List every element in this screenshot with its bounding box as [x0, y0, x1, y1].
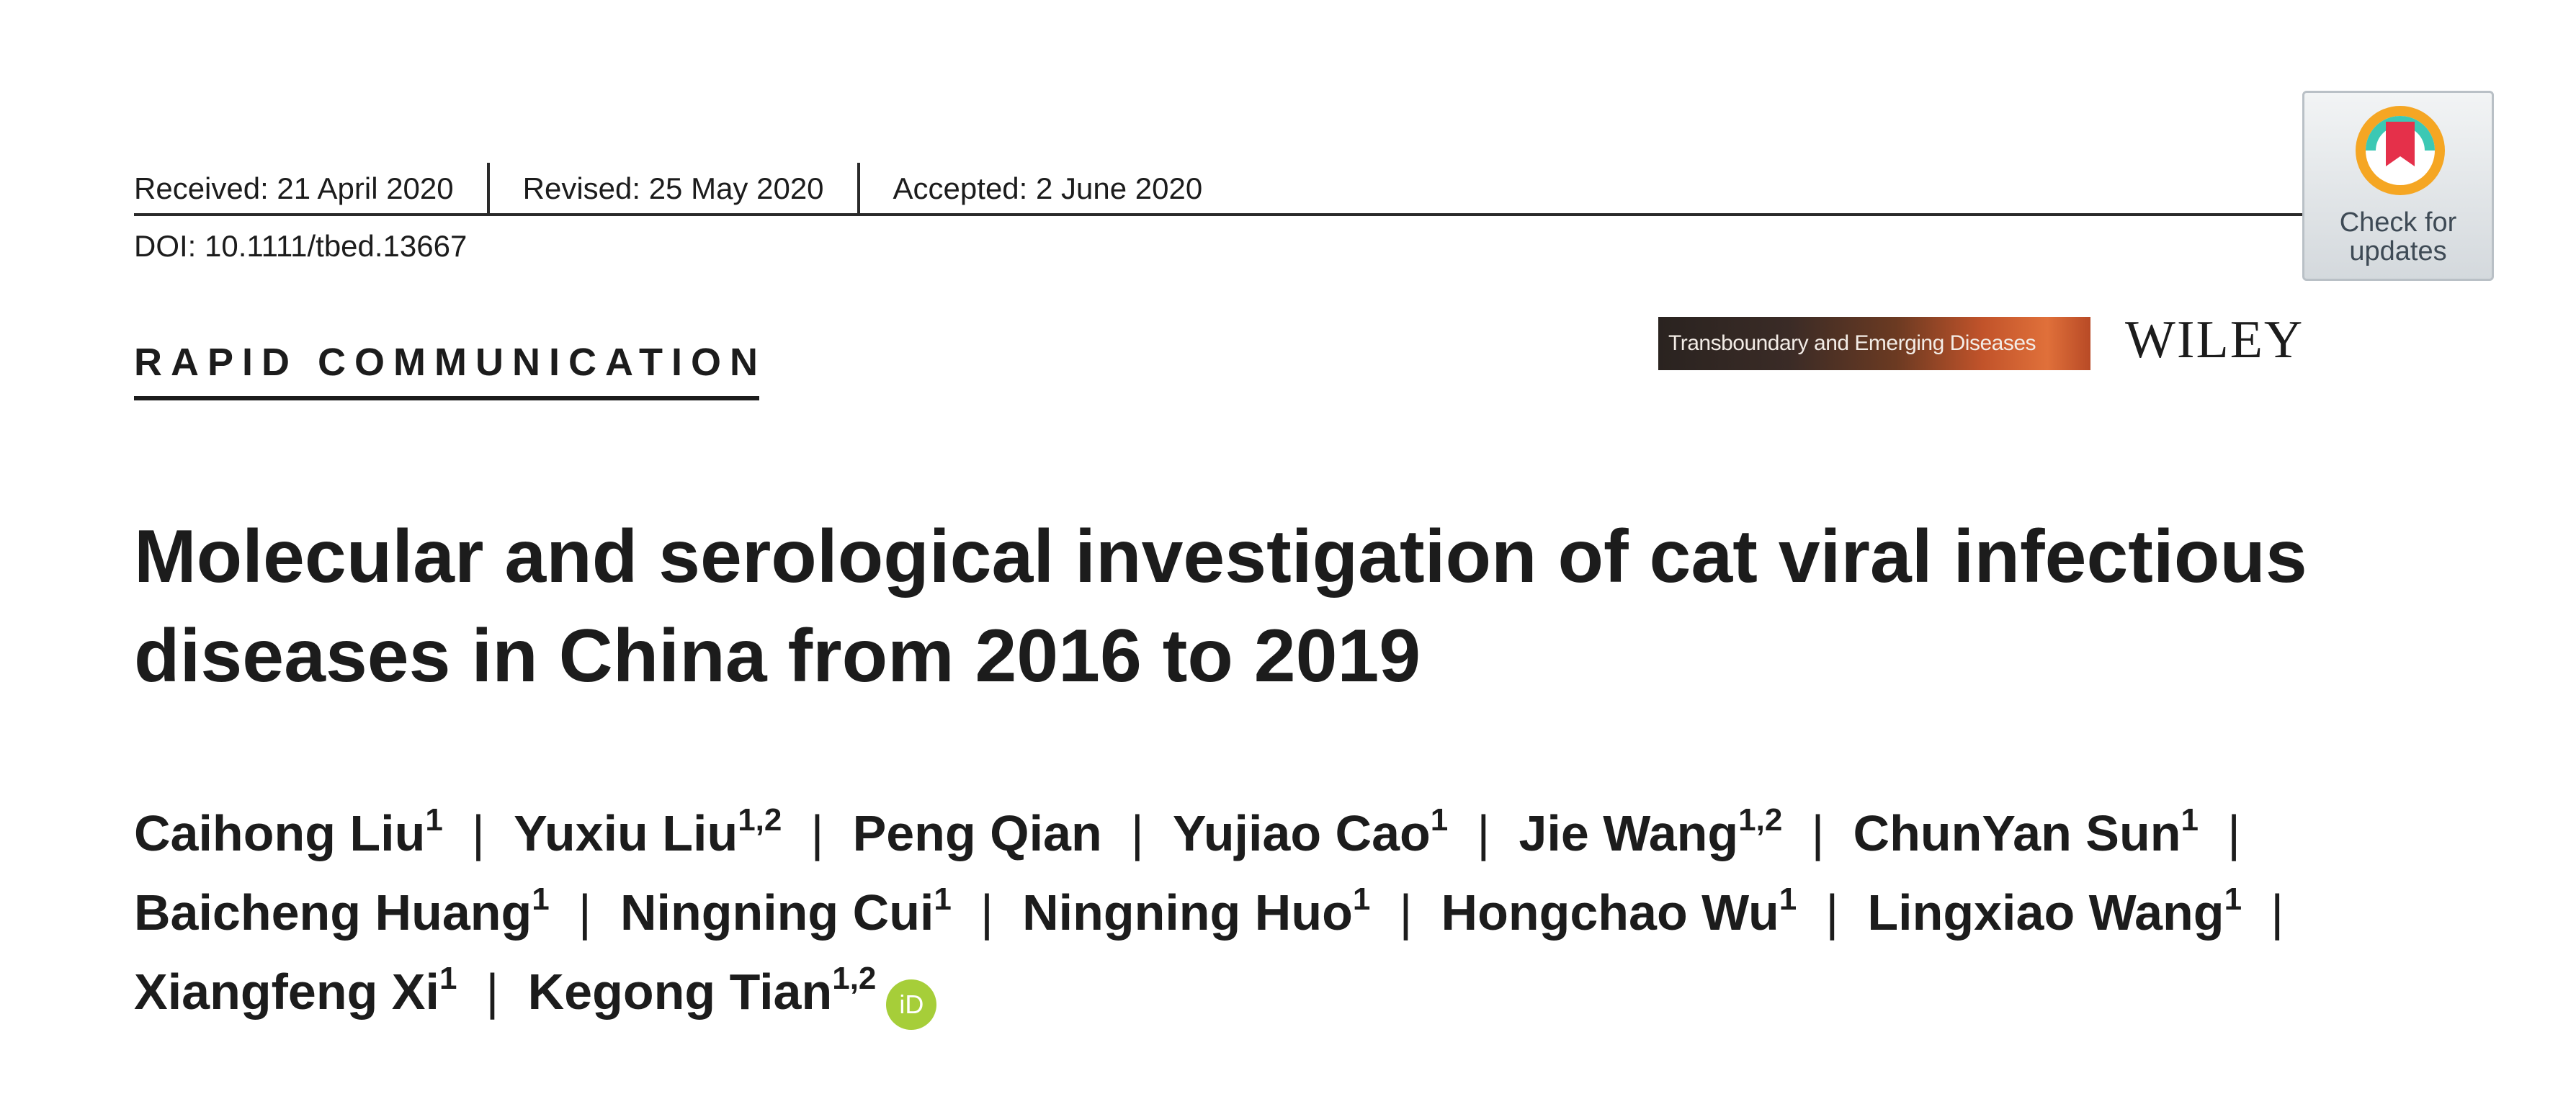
- check-for-updates-label: Check for updates: [2339, 207, 2457, 266]
- author[interactable]: Yuxiu Liu1,2: [514, 802, 782, 862]
- author-separator: |: [1477, 805, 1490, 861]
- article-dates: Received: 21 April 2020 Revised: 25 May …: [134, 163, 1202, 215]
- author-separator: |: [2227, 805, 2241, 861]
- orcid-icon[interactable]: iD: [886, 979, 937, 1030]
- doi[interactable]: DOI: 10.1111/tbed.13667: [134, 229, 468, 263]
- author-separator: |: [1130, 805, 1144, 861]
- author-separator: |: [1811, 805, 1825, 861]
- author[interactable]: Ningning Huo1: [1022, 882, 1371, 941]
- date-divider: [857, 163, 860, 215]
- author[interactable]: Baicheng Huang1: [134, 882, 550, 941]
- check-for-updates-button[interactable]: Check for updates: [2302, 91, 2494, 281]
- accepted-date: Accepted: 2 June 2020: [893, 171, 1203, 205]
- section-underline: [134, 396, 759, 400]
- author-separator: |: [1399, 884, 1413, 941]
- author[interactable]: Lingxiao Wang1: [1867, 882, 2242, 941]
- check-for-updates-bookmark-icon: [2356, 106, 2445, 195]
- date-divider: [486, 163, 490, 215]
- author-list: Caihong Liu1 | Yuxiu Liu1,2 | Peng Qian | Yuji…: [134, 794, 2439, 1031]
- publisher-logo: WILEY: [2125, 310, 2304, 369]
- author[interactable]: Ningning Cui1: [620, 882, 952, 941]
- journal-banner[interactable]: Transboundary and Emerging Diseases: [1658, 317, 2090, 370]
- author-separator: |: [471, 805, 486, 861]
- author-separator: |: [486, 964, 499, 1020]
- author[interactable]: Xiangfeng Xi1: [134, 961, 457, 1020]
- article-title: Molecular and serological investigation …: [134, 515, 2307, 698]
- received-date: Received: 21 April 2020: [134, 171, 454, 205]
- author[interactable]: Kegong Tian1,2: [527, 961, 877, 1020]
- section-label: RAPID COMMUNICATION: [134, 341, 766, 384]
- header-rule: [134, 213, 2305, 216]
- journal-name: Transboundary and Emerging Diseases: [1668, 331, 2036, 355]
- author-separator: |: [2271, 884, 2284, 941]
- author[interactable]: ChunYan Sun1: [1853, 802, 2199, 862]
- author-separator: |: [810, 805, 824, 861]
- author-separator: |: [578, 884, 591, 941]
- author-separator: |: [1825, 884, 1839, 941]
- author[interactable]: Yujiao Cao1: [1172, 802, 1449, 862]
- author-separator: |: [980, 884, 994, 941]
- author[interactable]: Hongchao Wu1: [1441, 882, 1797, 941]
- author[interactable]: Jie Wang1,2: [1519, 802, 1783, 862]
- author[interactable]: Caihong Liu1: [134, 802, 443, 862]
- revised-date: Revised: 25 May 2020: [522, 171, 824, 205]
- author[interactable]: Peng Qian: [852, 805, 1102, 861]
